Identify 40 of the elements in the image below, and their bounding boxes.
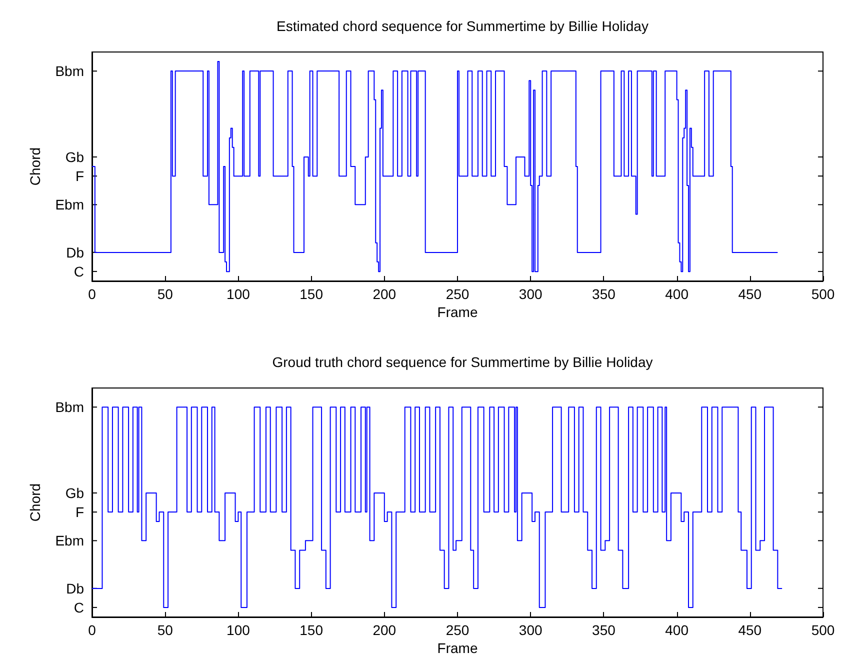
x-tick-label: 100 xyxy=(226,286,250,302)
x-tick-label: 350 xyxy=(592,622,616,638)
text: F xyxy=(75,168,84,184)
x-tick-label: 400 xyxy=(665,286,689,302)
x-tick-label: 200 xyxy=(372,286,396,302)
x-tick-label: 400 xyxy=(665,622,689,638)
x-tick-label: 0 xyxy=(88,286,96,302)
x-tick-label: 100 xyxy=(226,622,250,638)
x-tick-label: 300 xyxy=(518,286,542,302)
text: F xyxy=(75,504,84,520)
text: Bbm xyxy=(55,63,84,80)
x-tick-label: 150 xyxy=(300,622,324,638)
text: C xyxy=(74,263,84,280)
x-axis-title: Frame xyxy=(437,304,478,320)
text: Ebm xyxy=(55,196,84,213)
x-tick-label: 450 xyxy=(738,286,762,302)
x-tick-label: 150 xyxy=(300,286,324,302)
text: Db xyxy=(66,580,84,596)
text: Ebm xyxy=(55,532,84,549)
chart-title: Groud truth chord sequence for Summertime by Billie Holiday xyxy=(272,354,653,370)
x-tick-label: 250 xyxy=(446,622,470,638)
x-tick-label: 300 xyxy=(518,622,542,638)
x-tick-label: 200 xyxy=(372,622,396,638)
chart-title: Estimated chord sequence for Summertime by Billie Holiday xyxy=(276,18,648,34)
x-tick-label: 450 xyxy=(738,622,762,638)
x-tick-label: 500 xyxy=(811,622,835,638)
y-axis-title: Chord xyxy=(27,147,43,186)
x-tick-label: 500 xyxy=(811,286,835,302)
x-tick-label: 250 xyxy=(446,286,470,302)
text: Bbm xyxy=(55,399,84,416)
text: Db xyxy=(66,244,84,260)
y-axis-title: Chord xyxy=(27,483,43,522)
text: Gb xyxy=(65,148,84,165)
x-tick-label: 0 xyxy=(88,622,96,638)
x-tick-label: 50 xyxy=(157,286,174,302)
text: C xyxy=(74,599,84,616)
x-tick-label: 50 xyxy=(157,622,174,638)
x-tick-label: 350 xyxy=(592,286,616,302)
text: Gb xyxy=(65,484,84,501)
x-axis-title: Frame xyxy=(437,640,478,656)
